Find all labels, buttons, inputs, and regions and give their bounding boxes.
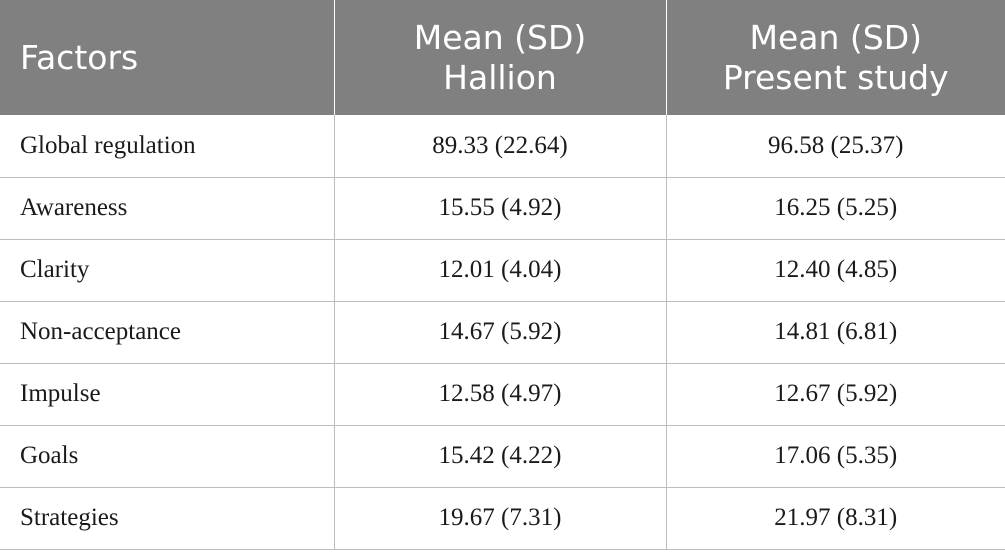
header-present-line2: Present study: [722, 57, 949, 97]
hallion-value-cell: 12.58 (4.97): [333, 362, 667, 426]
factor-cell: Goals: [0, 424, 335, 488]
table-body: Global regulation 89.33 (22.64) 96.58 (2…: [0, 115, 1005, 550]
present-value-cell: 12.67 (5.92): [665, 362, 1005, 426]
table-row: Clarity 12.01 (4.04) 12.40 (4.85): [0, 238, 1005, 302]
factor-cell: Clarity: [0, 238, 335, 302]
header-row: Factors Mean (SD) Hallion Mean (SD) Pres…: [0, 0, 1005, 115]
present-value-cell: 14.81 (6.81): [665, 300, 1005, 364]
header-present-study: Mean (SD) Present study: [666, 0, 1005, 115]
header-present-line1: Mean (SD): [749, 17, 922, 57]
hallion-value-cell: 89.33 (22.64): [333, 115, 667, 178]
table-row: Non-acceptance 14.67 (5.92) 14.81 (6.81): [0, 300, 1005, 364]
present-value-cell: 17.06 (5.35): [665, 424, 1005, 488]
table-header: Factors Mean (SD) Hallion Mean (SD) Pres…: [0, 0, 1005, 115]
header-hallion: Mean (SD) Hallion: [334, 0, 667, 115]
header-hallion-line1: Mean (SD): [413, 17, 587, 57]
header-factors: Factors: [0, 0, 335, 115]
header-factors-label: Factors: [20, 37, 139, 77]
hallion-value-cell: 14.67 (5.92): [333, 300, 667, 364]
factor-cell: Strategies: [0, 486, 335, 550]
hallion-value-cell: 19.67 (7.31): [333, 486, 667, 550]
factor-cell: Awareness: [0, 176, 335, 240]
table-row: Global regulation 89.33 (22.64) 96.58 (2…: [0, 115, 1005, 178]
factor-cell: Global regulation: [0, 115, 335, 178]
factor-cell: Impulse: [0, 362, 335, 426]
table-row: Strategies 19.67 (7.31) 21.97 (8.31): [0, 486, 1005, 550]
factor-cell: Non-acceptance: [0, 300, 335, 364]
table-row: Impulse 12.58 (4.97) 12.67 (5.92): [0, 362, 1005, 426]
present-value-cell: 21.97 (8.31): [665, 486, 1005, 550]
table-row: Goals 15.42 (4.22) 17.06 (5.35): [0, 424, 1005, 488]
present-value-cell: 16.25 (5.25): [665, 176, 1005, 240]
hallion-value-cell: 15.42 (4.22): [333, 424, 667, 488]
table-row: Awareness 15.55 (4.92) 16.25 (5.25): [0, 176, 1005, 240]
present-value-cell: 12.40 (4.85): [665, 238, 1005, 302]
present-value-cell: 96.58 (25.37): [665, 115, 1005, 178]
header-hallion-line2: Hallion: [443, 57, 557, 97]
hallion-value-cell: 15.55 (4.92): [333, 176, 667, 240]
hallion-value-cell: 12.01 (4.04): [333, 238, 667, 302]
